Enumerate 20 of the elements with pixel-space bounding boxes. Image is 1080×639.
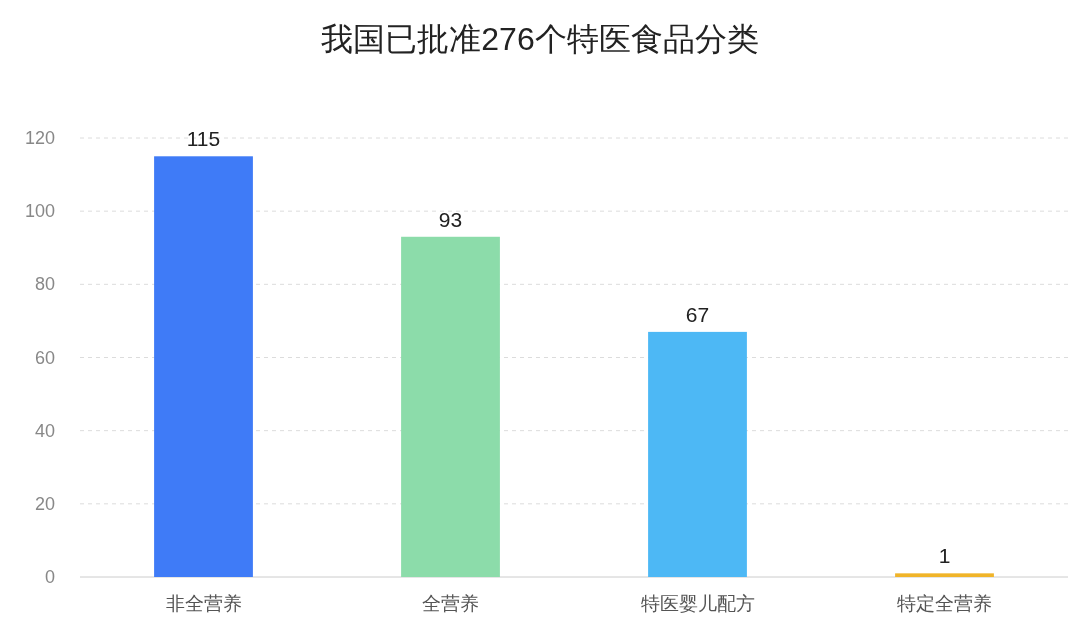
bar [648, 331, 747, 577]
y-tick-label: 20 [34, 493, 55, 514]
x-tick-label: 非全营养 [165, 593, 242, 614]
y-tick-label: 80 [34, 274, 55, 295]
x-tick-label: 特医婴儿配方 [640, 593, 755, 614]
y-tick-label: 60 [34, 347, 55, 368]
bar [154, 156, 253, 577]
y-tick-label: 0 [44, 567, 55, 587]
y-tick-label: 120 [24, 128, 55, 148]
data-label: 1 [938, 544, 951, 568]
bar [401, 236, 500, 577]
data-label: 115 [186, 127, 221, 151]
y-tick-label: 40 [34, 420, 55, 441]
x-tick-label: 特定全营养 [897, 593, 992, 614]
chart-title: 我国已批准276个特医食品分类 [321, 21, 759, 57]
data-label: 67 [685, 302, 710, 326]
bar [895, 573, 994, 577]
x-tick-label: 全营养 [422, 593, 479, 614]
data-label: 93 [438, 207, 463, 231]
y-tick-label: 100 [24, 201, 55, 222]
